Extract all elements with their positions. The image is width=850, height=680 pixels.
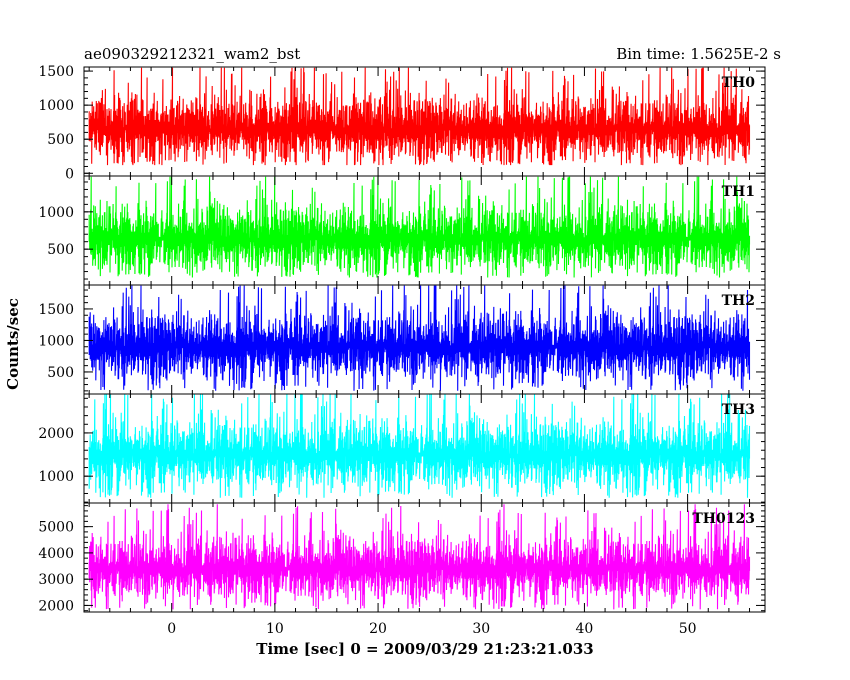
panel-label: TH0123 [692, 511, 755, 527]
bin-time-label: Bin time: 1.5625E-2 s [616, 45, 781, 63]
x-axis-title: Time [sec] 0 = 2009/03/29 21:23:21.033 [256, 640, 593, 658]
y-tick-label: 5000 [38, 520, 74, 536]
y-tick-label: 2000 [38, 598, 74, 614]
y-tick-label: 4000 [38, 546, 74, 562]
y-tick-label: 1000 [38, 333, 74, 349]
panel-frame [83, 502, 766, 613]
panel-th0: 0 500 1000 1500 TH0 [38, 64, 766, 182]
panel-label: TH3 [722, 402, 755, 418]
y-tick-label: 1500 [38, 64, 74, 80]
panel-label: TH2 [722, 293, 755, 309]
panel-th2: 500 1000 1500 TH2 [38, 284, 766, 395]
panel-th3: 1000 2000 TH3 [38, 393, 766, 504]
y-tick-label: 1000 [38, 205, 74, 221]
x-tick-label: 50 [679, 621, 697, 637]
y-axis-title: Counts/sec [4, 298, 22, 390]
chart-title: ae090329212321_wam2_bst [84, 45, 300, 63]
y-tick-label: 1500 [38, 302, 74, 318]
x-tick-label: 10 [266, 621, 284, 637]
x-axis-ticks: 0 10 20 30 40 50 [167, 621, 696, 637]
x-tick-label: 40 [576, 621, 594, 637]
x-tick-label: 0 [167, 621, 176, 637]
panels: 0 500 1000 1500 TH0 500 1000 TH1 500 1000 1500 TH2 1… [38, 64, 766, 614]
panel-th0123: 2000 3000 4000 5000 TH0123 [38, 502, 766, 614]
series-th2 [88, 285, 751, 391]
y-tick-label: 3000 [38, 572, 74, 588]
panel-th1: 500 1000 TH1 [38, 175, 766, 286]
panel-label: TH1 [722, 184, 755, 200]
series-th3 [88, 394, 751, 498]
x-tick-label: 20 [369, 621, 387, 637]
series-th0 [88, 67, 751, 166]
series-th1 [88, 176, 751, 278]
y-tick-label: 500 [47, 242, 74, 258]
x-tick-label: 30 [472, 621, 490, 637]
y-tick-label: 500 [47, 365, 74, 381]
y-tick-label: 0 [65, 166, 74, 182]
y-tick-label: 1000 [38, 98, 74, 114]
panel-label: TH0 [722, 75, 756, 91]
y-tick-label: 2000 [38, 426, 74, 442]
y-tick-label: 1000 [38, 469, 74, 485]
series-th0123 [88, 504, 751, 610]
y-tick-label: 500 [47, 132, 74, 148]
